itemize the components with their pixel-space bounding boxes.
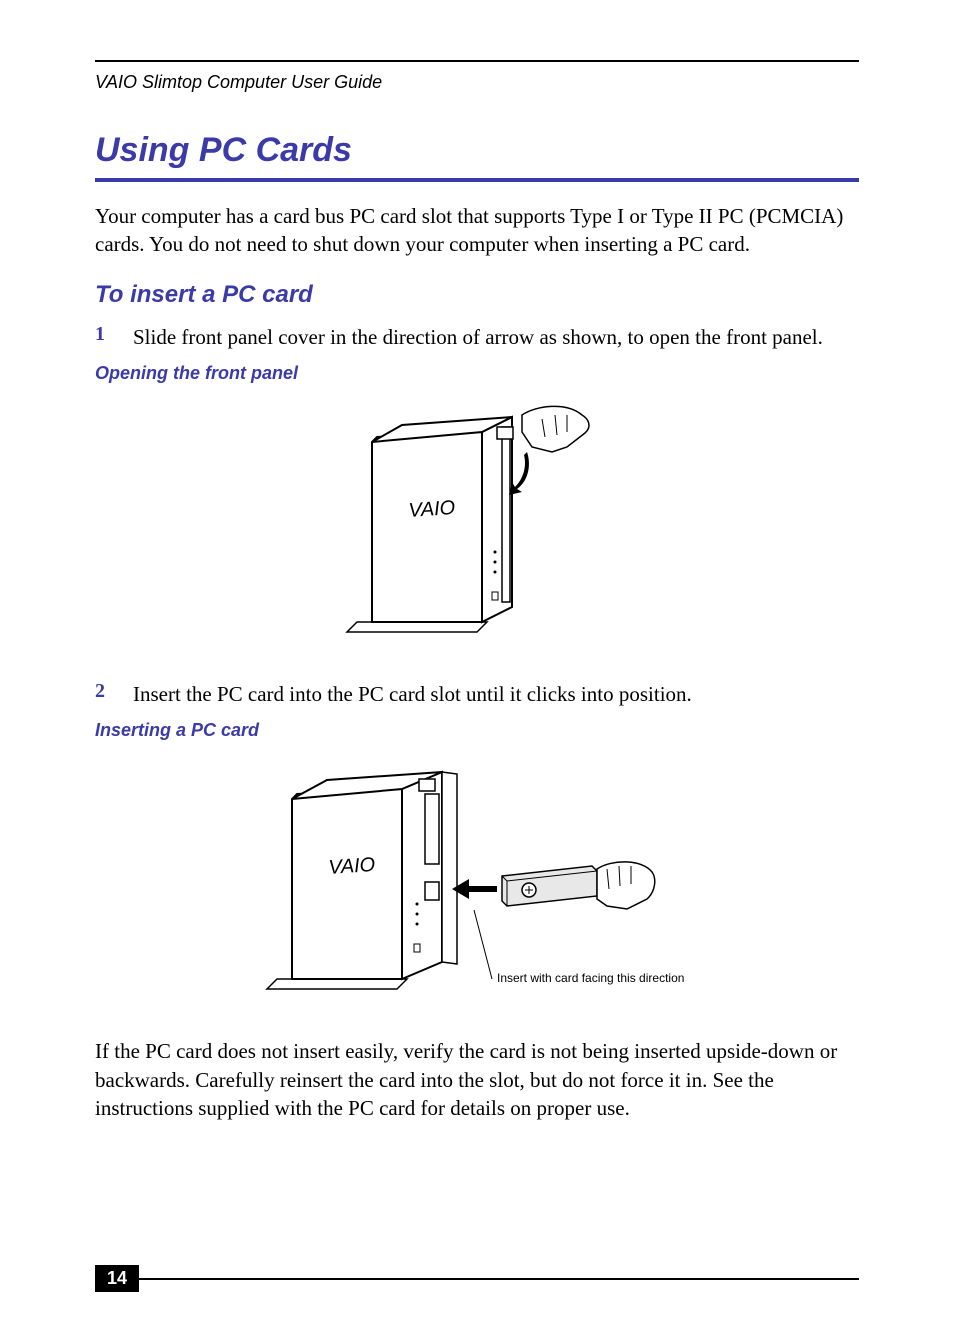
figure2: VAIO Insert (95, 749, 859, 1009)
footer-rule (139, 1278, 859, 1280)
svg-text:VAIO: VAIO (408, 497, 456, 522)
figure2-caption: Inserting a PC card (95, 720, 859, 741)
top-rule (95, 60, 859, 62)
step-item: 2 Insert the PC card into the PC card sl… (95, 680, 859, 708)
step-number: 2 (95, 680, 133, 708)
figure1: VAIO (95, 392, 859, 652)
figure1-caption: Opening the front panel (95, 363, 859, 384)
page-number: 14 (95, 1265, 139, 1292)
title-rule (95, 178, 859, 182)
page-title: Using PC Cards (95, 131, 859, 170)
closing-paragraph: If the PC card does not insert easily, v… (95, 1037, 859, 1122)
svg-text:VAIO: VAIO (328, 854, 376, 879)
page-content: VAIO Slimtop Computer User Guide Using P… (0, 0, 954, 1340)
page-footer: 14 (95, 1265, 859, 1292)
figure2-svg: VAIO Insert (247, 754, 707, 1004)
figure2-label: Insert with card facing this direction (497, 971, 684, 985)
intro-paragraph: Your computer has a card bus PC card slo… (95, 202, 859, 259)
step-text: Insert the PC card into the PC card slot… (133, 680, 692, 708)
step-item: 1 Slide front panel cover in the directi… (95, 323, 859, 351)
section-heading: To insert a PC card (95, 281, 859, 309)
step-number: 1 (95, 323, 133, 351)
step-text: Slide front panel cover in the direction… (133, 323, 823, 351)
figure1-svg: VAIO (327, 397, 627, 647)
running-header: VAIO Slimtop Computer User Guide (95, 72, 859, 93)
